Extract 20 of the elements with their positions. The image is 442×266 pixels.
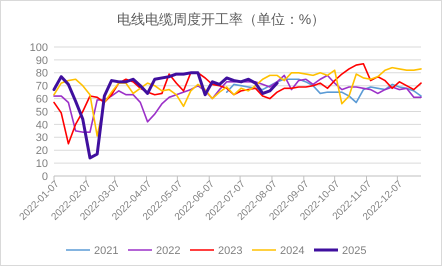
y-tick-label: 90 [36, 54, 48, 67]
y-tick-label: 0 [42, 170, 48, 183]
y-tick-label: 100 [30, 42, 48, 54]
y-tick-label: 50 [36, 106, 48, 118]
line-series [226, 78, 422, 104]
chart-title: 电线电缆周度开工率（单位：%） [116, 11, 326, 27]
y-tick-label: 30 [36, 132, 48, 144]
y-tick-label: 20 [36, 145, 48, 158]
legend-label: 2022 [156, 244, 180, 257]
legend-label: 2021 [94, 244, 118, 257]
legend-label: 2023 [218, 244, 242, 257]
y-tick-label: 40 [36, 119, 48, 132]
y-tick-label: 60 [36, 93, 48, 106]
line-series [52, 71, 279, 160]
legend-label: 2024 [280, 244, 304, 257]
line-series [53, 74, 422, 133]
y-tick-label: 70 [36, 80, 48, 93]
y-tick-label: 10 [36, 158, 48, 170]
y-tick-label: 80 [36, 68, 48, 80]
legend-label: 2025 [342, 244, 366, 257]
